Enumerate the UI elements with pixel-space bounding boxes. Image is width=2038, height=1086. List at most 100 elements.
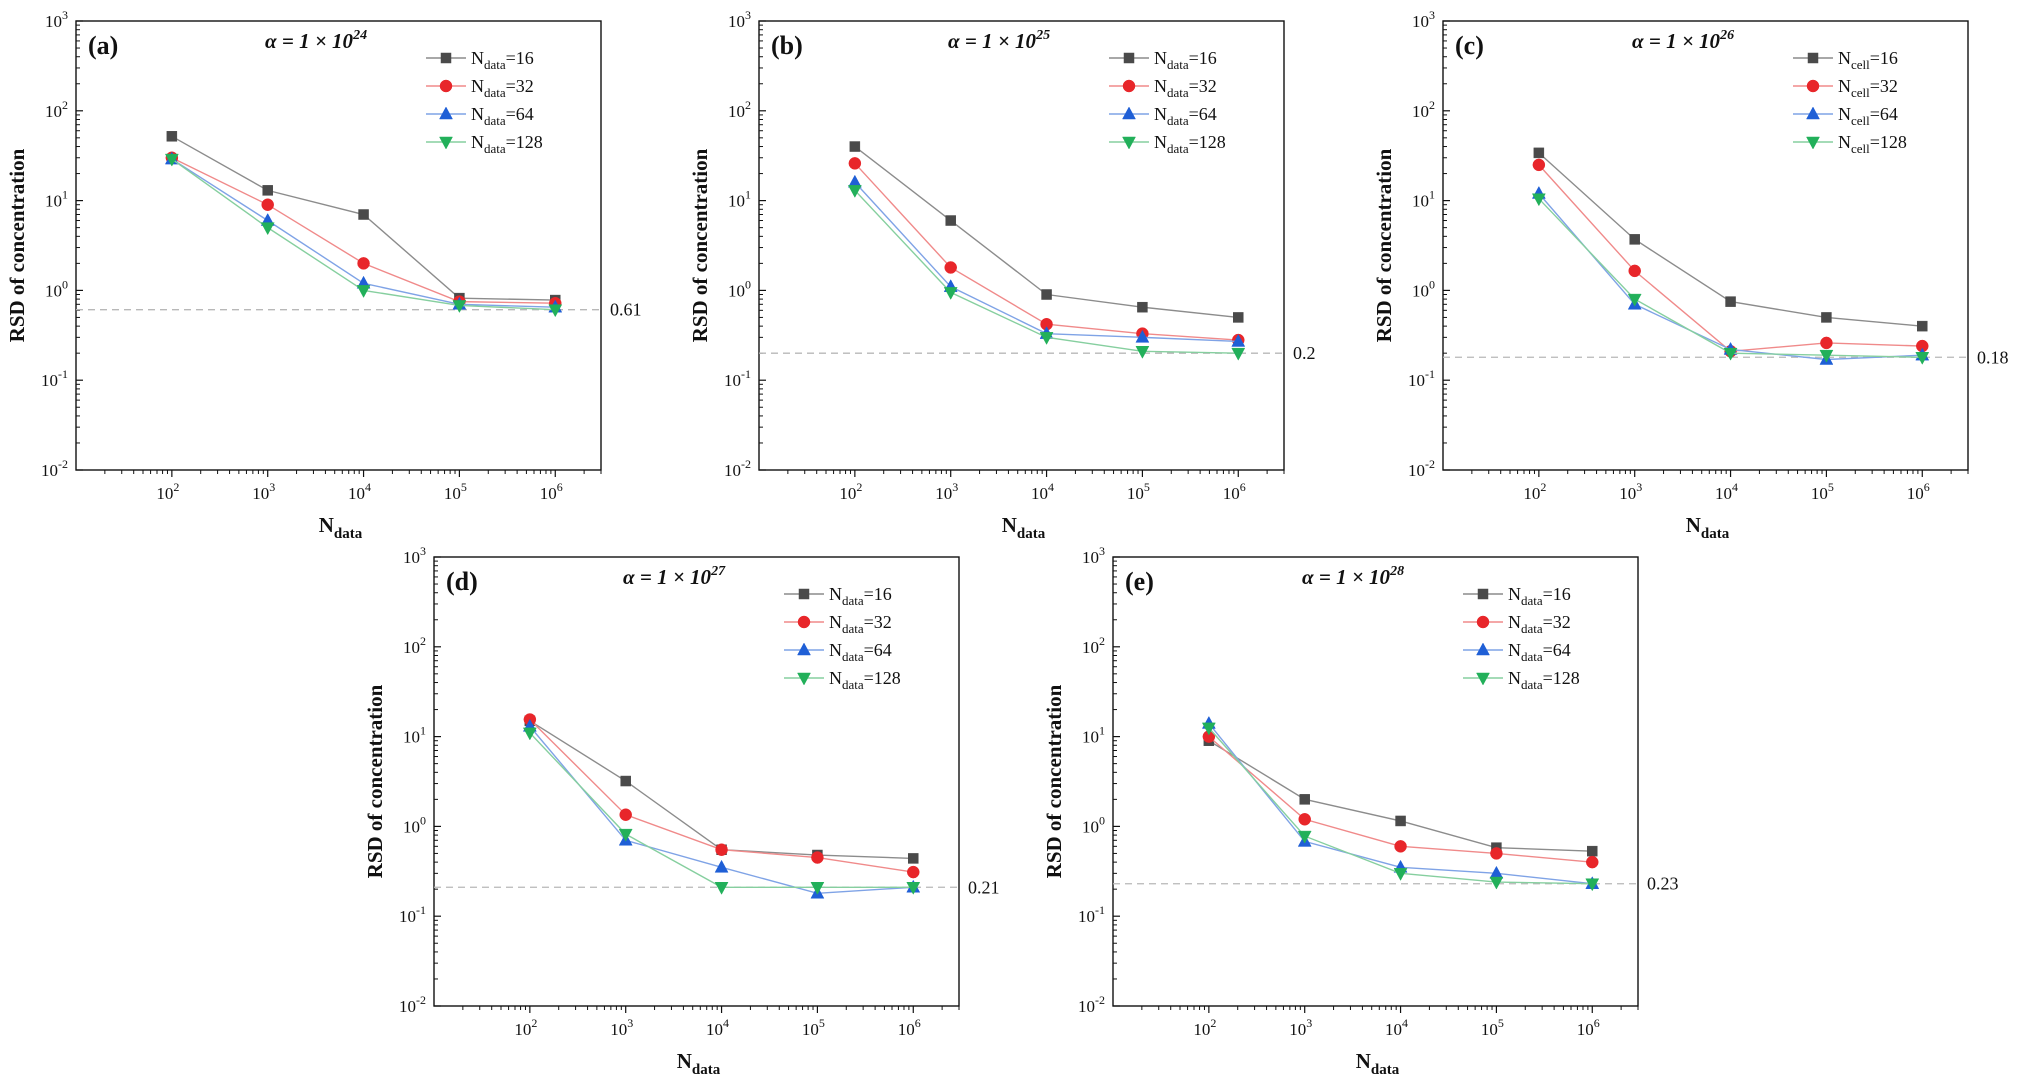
y-tick-label: 100 [1412,277,1435,300]
panel-title: α = 1 × 1027 [623,564,726,589]
panel-title: α = 1 × 1026 [1632,28,1734,53]
reference-line-label: 0.61 [610,300,642,320]
x-tick-label: 102 [514,1016,537,1039]
series-line-16 [1208,740,1593,852]
y-tick-label: 100 [728,277,751,300]
legend-entry: Ndata=64 [471,104,534,128]
data-point-square [945,215,956,226]
data-point-triangle-down [943,287,958,300]
panel-letter: (d) [446,567,478,596]
data-point-circle [261,198,274,211]
data-point-square [1533,147,1545,159]
data-point-square [1917,320,1928,332]
y-tick-label: 103 [728,8,751,31]
x-axis-label: Ndata [677,1049,721,1078]
data-point-triangle-down [1723,347,1738,361]
legend-entry: Ndata=32 [1154,76,1217,100]
plot-frame [75,20,602,471]
legend-marker [1122,79,1136,93]
x-tick-label: 103 [1619,480,1642,503]
data-point-circle [848,157,862,170]
data-point-circle [715,843,728,856]
x-tick-label: 102 [1193,1016,1216,1039]
data-point-circle [1394,840,1407,853]
data-point-triangle-down [810,882,825,895]
panel-3: 10-2 10-1 100 101 102 103 102 103 104 105 106 0.18 (… [1372,8,2009,542]
y-tick-label: 103 [1082,544,1105,567]
y-tick-label: 10-2 [724,457,751,480]
y-tick-label: 103 [45,8,68,31]
data-point-square [1233,312,1244,323]
data-point-square [1629,234,1640,245]
legend-entry: Ndata=16 [1508,584,1571,608]
data-point-triangle-down [1489,876,1504,890]
panel-title: α = 1 × 1025 [948,28,1050,53]
series-line-128 [1538,198,1923,358]
y-tick-label: 103 [403,544,426,567]
x-tick-label: 106 [1577,1016,1600,1039]
legend-marker [1806,106,1820,120]
panel-1: 10-2 10-1 100 101 102 103 102 103 104 105 106 0.61 (… [5,8,642,542]
legend-entry: Ndata=16 [1154,48,1217,72]
data-point-triangle-down [452,300,467,313]
data-point-triangle-down [1627,293,1642,307]
y-tick-label: 10-1 [41,367,68,390]
legend-entry: Ncell=64 [1838,104,1898,128]
y-tick-label: 10-2 [1078,993,1105,1016]
series-line-64 [854,181,1239,343]
data-point-square [358,209,369,220]
legend-marker [797,672,811,686]
series-line-64 [1538,193,1923,361]
x-tick-label: 103 [1289,1016,1312,1039]
data-point-circle [357,257,370,270]
data-point-triangle-up [714,859,729,873]
panel-title: α = 1 × 1024 [265,28,367,53]
x-tick-label: 106 [898,1016,921,1039]
data-point-triangle-down [1531,193,1546,207]
data-point-triangle-down [1393,868,1408,881]
plot-frame [1112,556,1639,1007]
y-tick-label: 101 [403,724,426,747]
y-axis-label: RSD of concentration [5,148,29,342]
x-tick-label: 105 [1811,480,1834,503]
x-tick-label: 106 [1223,480,1246,503]
legend-entry: Ndata=64 [829,640,892,664]
data-point-triangle-down [1039,332,1054,345]
legend-marker [1476,672,1490,686]
legend-entry: Ndata=32 [471,76,534,100]
data-point-circle [1628,264,1641,278]
plot-frame [433,556,960,1007]
y-tick-label: 100 [1082,813,1105,836]
data-point-circle [1490,847,1503,860]
data-point-square [1299,794,1310,805]
y-tick-label: 10-1 [1408,367,1435,390]
x-tick-label: 105 [444,480,467,503]
x-tick-label: 104 [1715,480,1738,503]
data-point-circle [1298,813,1311,826]
data-point-triangle-down [1585,878,1600,892]
data-point-square [166,131,178,142]
x-tick-label: 105 [1127,480,1150,503]
x-tick-label: 102 [156,480,179,503]
data-point-circle [1532,158,1546,172]
panel-2: 10-2 10-1 100 101 102 103 102 103 104 105 106 0.2 (b… [688,8,1316,542]
y-tick-label: 10-1 [399,903,426,926]
x-tick-label: 105 [1481,1016,1504,1039]
y-tick-label: 10-1 [1078,903,1105,926]
x-tick-label: 102 [839,480,862,503]
data-point-circle [1586,855,1599,869]
x-tick-label: 106 [1907,480,1930,503]
legend-marker [439,136,453,150]
legend-marker [1806,136,1820,150]
legend-marker [798,588,810,600]
data-point-triangle-down [714,882,729,895]
legend-entry: Ndata=32 [1508,612,1571,636]
x-tick-label: 102 [1523,480,1546,503]
legend-marker [797,615,811,629]
legend-marker [1122,106,1136,120]
x-axis-label: Ndata [1356,1049,1400,1078]
panel-letter: (c) [1455,31,1484,60]
y-axis-label: RSD of concentration [688,148,712,342]
data-point-square [620,775,631,787]
